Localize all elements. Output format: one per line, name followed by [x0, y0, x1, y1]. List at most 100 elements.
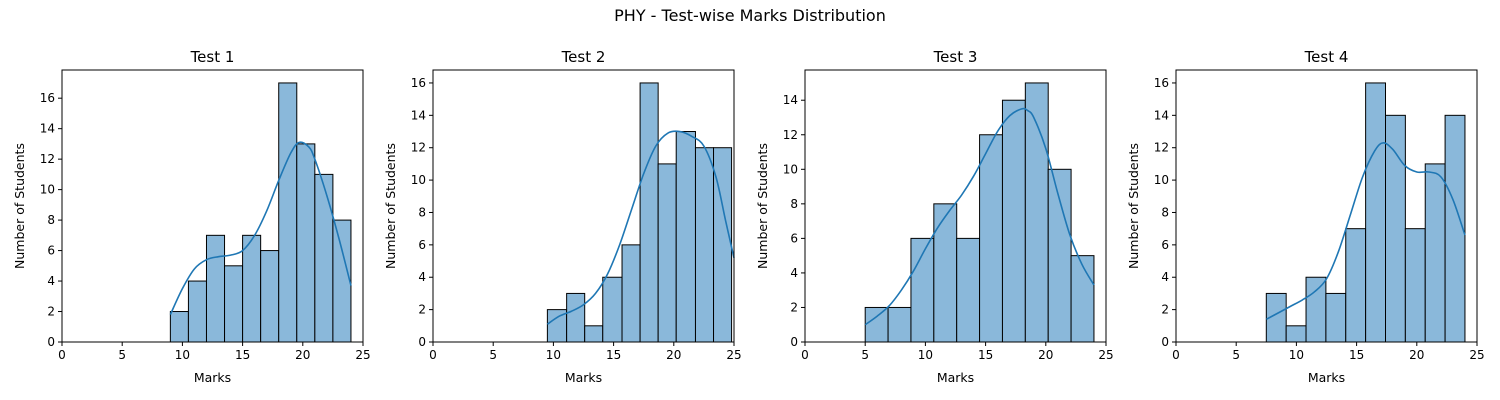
histogram-bar: [242, 234, 262, 343]
y-tick-label: 2: [47, 305, 55, 319]
y-tick-label: 6: [47, 244, 55, 258]
histogram-bar: [187, 280, 207, 343]
x-tick-label: 25: [726, 348, 741, 362]
x-tick-label: 5: [118, 348, 126, 362]
x-tick-label: 25: [1098, 348, 1113, 362]
histogram-bar: [1345, 228, 1367, 343]
x-tick-label: 20: [666, 348, 681, 362]
subplot-title: Test 1: [190, 48, 235, 66]
y-tick-label: 14: [40, 122, 55, 136]
x-axis-label: Marks: [565, 370, 602, 385]
x-tick-label: 25: [1469, 348, 1484, 362]
x-tick-label: 5: [489, 348, 497, 362]
histogram-bar: [205, 234, 226, 343]
x-axis-label: Marks: [937, 370, 974, 385]
histogram-bar: [278, 82, 298, 343]
histogram-bar: [314, 173, 334, 343]
x-tick-label: 20: [1038, 348, 1053, 362]
x-tick-label: 10: [1289, 348, 1304, 362]
subplot-test-1: 0 5 10 15 20 25 0 2 4 6 8 10 12 14 16 Test 1 Marks Number…: [12, 48, 371, 385]
histogram-bar: [1325, 292, 1347, 343]
x-axis-label: Marks: [1308, 370, 1345, 385]
histogram-bar: [1365, 82, 1387, 343]
y-tick-label: 12: [783, 128, 798, 142]
histogram-bar: [584, 325, 604, 343]
y-tick-label: 2: [1161, 303, 1169, 317]
axes-frame: [804, 69, 1107, 343]
y-tick-label: 8: [418, 205, 426, 219]
y-axis-label: Number of Students: [755, 143, 770, 269]
subplot-test-4: 0 5 10 15 20 25 0 2 4 6 8 10 12 14 16 Test 4 Marks Number…: [1126, 48, 1485, 385]
x-tick-label: 20: [295, 348, 310, 362]
histogram-bar: [260, 250, 280, 343]
y-tick-label: 16: [411, 76, 426, 90]
kde-curve: [169, 141, 352, 315]
x-tick-label: 5: [861, 348, 869, 362]
histogram-bar: [224, 265, 244, 343]
y-tick-label: 4: [1161, 270, 1169, 284]
histogram-bar: [566, 292, 586, 343]
axes-frame: [432, 69, 735, 343]
x-tick-label: 25: [355, 348, 370, 362]
histogram-bar: [864, 306, 889, 343]
y-tick-label: 12: [40, 152, 55, 166]
histogram-bar: [602, 276, 623, 343]
x-tick-label: 0: [429, 348, 437, 362]
histogram-bar: [1305, 276, 1327, 343]
x-tick-label: 0: [1172, 348, 1180, 362]
y-tick-label: 12: [1154, 141, 1169, 155]
subplot-test-3: 0 5 10 15 20 25 0 2 4 6 8 10 12 14 Test 3 Marks Number o…: [755, 48, 1114, 385]
y-tick-label: 14: [1154, 108, 1169, 122]
y-tick-label: 6: [790, 231, 798, 245]
y-tick-label: 2: [418, 303, 426, 317]
y-tick-label: 4: [418, 270, 426, 284]
histogram-bar: [1070, 255, 1095, 343]
x-tick-label: 15: [606, 348, 621, 362]
subplot-title: Test 3: [933, 48, 978, 66]
y-tick-label: 10: [783, 162, 798, 176]
y-axis-label: Number of Students: [12, 143, 27, 269]
y-tick-label: 14: [783, 93, 798, 107]
histogram-bar: [1001, 99, 1026, 343]
histogram-bar: [1385, 114, 1406, 343]
histogram-bar: [1404, 228, 1426, 343]
y-tick-label: 10: [40, 183, 55, 197]
histogram-bar: [296, 143, 316, 343]
histogram-bar: [956, 237, 981, 343]
y-tick-label: 4: [790, 266, 798, 280]
y-tick-label: 0: [418, 335, 426, 349]
subplot-title: Test 2: [561, 48, 606, 66]
x-tick-label: 10: [546, 348, 561, 362]
y-tick-label: 10: [1154, 173, 1169, 187]
y-tick-label: 16: [1154, 76, 1169, 90]
subplot-test-2: 0 5 10 15 20 25 0 2 4 6 8 10 12 14 16 Test 2 Marks Number…: [383, 48, 742, 385]
histogram-bar: [887, 306, 912, 343]
x-tick-label: 0: [58, 348, 66, 362]
histogram-bar: [1444, 114, 1466, 343]
kde-curve: [546, 130, 735, 325]
histogram-bar: [621, 244, 641, 343]
histogram-bar: [657, 163, 677, 343]
y-tick-label: 0: [1161, 335, 1169, 349]
y-tick-label: 10: [411, 173, 426, 187]
y-tick-label: 14: [411, 108, 426, 122]
histogram-bar: [1285, 325, 1307, 343]
kde-curve: [1265, 142, 1466, 321]
histogram-bar: [1424, 163, 1446, 343]
x-tick-label: 10: [175, 348, 190, 362]
histogram-bar: [1024, 82, 1049, 343]
y-tick-label: 6: [418, 238, 426, 252]
y-tick-label: 8: [47, 213, 55, 227]
histogram-bar: [169, 311, 189, 343]
y-tick-label: 4: [47, 274, 55, 288]
histogram-bar: [1047, 168, 1072, 343]
x-tick-label: 15: [235, 348, 250, 362]
histogram-bar: [639, 82, 659, 343]
histogram-bar: [675, 131, 696, 343]
x-tick-label: 15: [1349, 348, 1364, 362]
x-axis-label: Marks: [194, 370, 231, 385]
y-axis-label: Number of Students: [383, 143, 398, 269]
axes-frame: [1175, 69, 1478, 343]
